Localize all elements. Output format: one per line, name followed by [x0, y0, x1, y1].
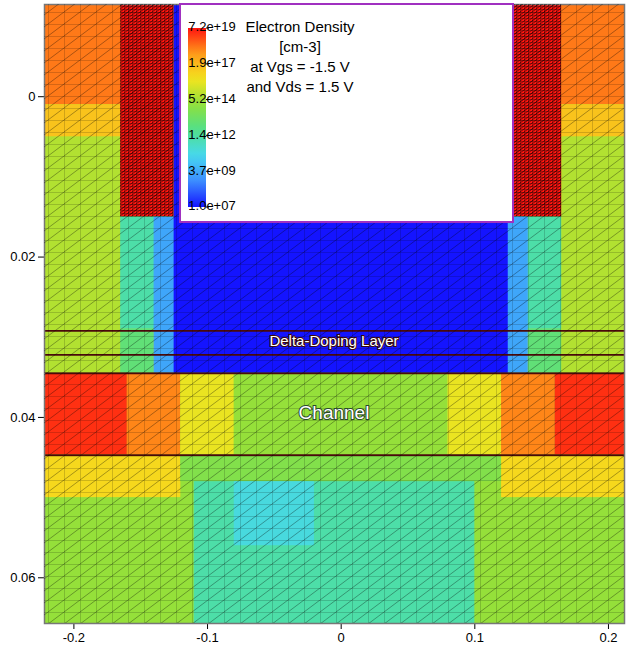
svg-text:0: 0 — [28, 89, 35, 104]
svg-text:Delta-Doping Layer: Delta-Doping Layer — [269, 332, 398, 349]
svg-text:1.0e+07: 1.0e+07 — [188, 198, 235, 213]
svg-text:at Vgs = -1.5 V: at Vgs = -1.5 V — [250, 58, 350, 75]
svg-text:3.7e+09: 3.7e+09 — [188, 163, 235, 178]
svg-text:0: 0 — [338, 630, 345, 645]
svg-text:Channel: Channel — [299, 402, 370, 423]
svg-text:Electron Density: Electron Density — [245, 18, 355, 35]
svg-text:0.2: 0.2 — [599, 630, 617, 645]
svg-text:and Vds = 1.5 V: and Vds = 1.5 V — [246, 78, 353, 95]
svg-text:7.2e+19: 7.2e+19 — [188, 19, 235, 34]
svg-text:5.2e+14: 5.2e+14 — [188, 91, 235, 106]
svg-text:-0.1: -0.1 — [196, 630, 218, 645]
svg-text:[cm-3]: [cm-3] — [279, 38, 321, 55]
svg-text:0.02: 0.02 — [10, 249, 35, 264]
svg-text:0.06: 0.06 — [10, 570, 35, 585]
svg-text:0.04: 0.04 — [10, 410, 35, 425]
svg-text:1.9e+17: 1.9e+17 — [188, 55, 235, 70]
svg-text:0.1: 0.1 — [466, 630, 484, 645]
svg-text:1.4e+12: 1.4e+12 — [188, 127, 235, 142]
svg-text:-0.2: -0.2 — [63, 630, 85, 645]
